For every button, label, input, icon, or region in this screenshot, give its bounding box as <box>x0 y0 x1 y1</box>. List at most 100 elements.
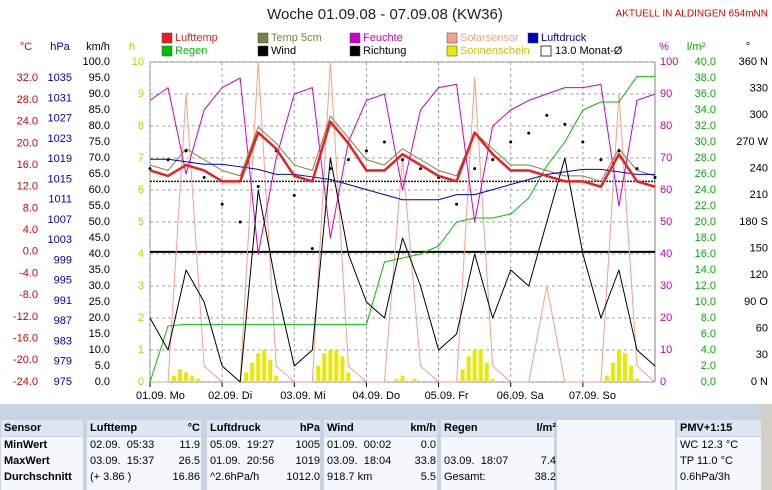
direction-point <box>166 158 170 162</box>
table-cell-text: Luftdruck <box>210 422 262 434</box>
series-line <box>150 158 655 201</box>
y-tick-label: 975 <box>54 376 72 388</box>
y-tick-label: 36.0 <box>695 88 716 100</box>
table-cell-text: 16.86 <box>172 471 200 483</box>
y-tick-label: 0.0 <box>23 246 38 258</box>
y-tick-label: 9 <box>138 88 144 100</box>
legend-swatch <box>349 45 361 57</box>
y-tick-label: -20.0 <box>13 354 38 366</box>
chart-title: Woche 01.09.08 - 07.09.08 (KW36) <box>267 6 503 23</box>
y-tick-label: 26.0 <box>695 168 716 180</box>
sunshine-bar <box>604 375 609 382</box>
legend-label: Sonnenschein <box>460 45 530 57</box>
y-tick-label: 0.0 <box>95 376 110 388</box>
direction-point <box>220 202 224 206</box>
x-tick-label: 03.09. Mi <box>280 390 325 402</box>
legend-label: Temp 5cm <box>271 32 322 44</box>
y-tick-label: 2 <box>138 312 144 324</box>
y-tick-label: 300 <box>750 109 768 121</box>
sunshine-bar <box>616 350 621 382</box>
x-tick-label: 04.09. Do <box>352 390 400 402</box>
sunshine-bar <box>178 369 183 382</box>
direction-point <box>455 202 459 206</box>
scrollbar <box>761 404 772 490</box>
direction-point <box>238 220 242 224</box>
legend-swatch <box>349 32 361 44</box>
sunshine-bar <box>190 375 195 382</box>
y-tick-label: 20.0 <box>695 216 716 228</box>
y-tick-label: 24.0 <box>17 116 38 128</box>
y-tick-label: 16.0 <box>17 159 38 171</box>
sunshine-bar <box>184 372 189 382</box>
legend-label: Luftdruck <box>541 32 587 44</box>
table-body-cell <box>677 437 769 490</box>
sunshine-bar <box>256 353 261 382</box>
table-cell-text: 03.09. 18:04 <box>327 455 391 467</box>
table-cell-text: 0.6hPa/3h <box>680 471 730 483</box>
table-cell-text: TP 11.0 °C <box>680 455 733 467</box>
y-tick-label: -16.0 <box>13 333 38 345</box>
direction-point <box>653 176 657 180</box>
table-cell-text: (+ 3.86 ) <box>90 471 131 483</box>
y-tick-label: 45.0 <box>89 232 110 244</box>
table-cell-text: Wind <box>327 422 354 434</box>
series-line <box>149 120 656 188</box>
y-tick-label: 22.0 <box>695 200 716 212</box>
y-tick-label: 18.0 <box>695 232 716 244</box>
legend-swatch <box>540 45 552 57</box>
y-tick-label: -24.0 <box>13 376 38 388</box>
table-body-cell <box>87 437 201 490</box>
table-cell-text: hPa <box>300 422 321 434</box>
y-tick-label: 8.0 <box>23 202 38 214</box>
sunshine-bar <box>634 378 639 382</box>
sunshine-bar <box>172 375 177 382</box>
y-tick-label: 12.0 <box>695 280 716 292</box>
y-tick-label: 95.0 <box>89 72 110 84</box>
sunshine-bar <box>460 369 465 382</box>
y-tick-label: 8.0 <box>701 312 716 324</box>
legend-swatch <box>161 45 173 57</box>
direction-point <box>545 113 549 117</box>
y-tick-label: 60 <box>756 323 768 335</box>
y-tick-label: 55.0 <box>89 200 110 212</box>
table-body-cell <box>441 437 554 490</box>
sunshine-bar <box>268 359 273 382</box>
axis-unit-label: l/m² <box>687 41 706 53</box>
legend-swatch <box>446 45 458 57</box>
table-cell-text: 918.7 km <box>327 471 372 483</box>
direction-point <box>401 158 404 162</box>
sunshine-bar <box>472 350 477 382</box>
y-tick-label: 80.0 <box>89 120 110 132</box>
legend-label: Wind <box>271 45 296 57</box>
y-tick-label: 10.0 <box>89 344 110 356</box>
sunshine-bar <box>610 362 615 382</box>
direction-point <box>599 158 603 162</box>
axis-unit-label: °C <box>20 41 32 53</box>
sunshine-bar <box>262 350 267 382</box>
table-cell-text: °C <box>188 422 200 434</box>
y-tick-label: 30 <box>756 349 768 361</box>
table-body-cell <box>1 437 83 490</box>
table-cell-text: 38.2 <box>535 471 556 483</box>
table-header-cell <box>324 420 437 436</box>
y-tick-label: 10.0 <box>695 296 716 308</box>
table-cell-text: 11.9 <box>179 439 200 451</box>
table-cell-text: ^2.6hPa/h <box>210 471 259 483</box>
table-cell-text: WC 12.3 °C <box>680 439 738 451</box>
y-tick-label: 0 N <box>751 376 768 388</box>
y-tick-label: 70.0 <box>89 152 110 164</box>
table-cell-text: 1012.0 <box>286 471 320 483</box>
table-body-cell <box>324 437 437 490</box>
y-tick-label: 1003 <box>48 234 72 246</box>
legend-label: Regen <box>175 45 207 57</box>
y-tick-label: 65.0 <box>89 168 110 180</box>
y-tick-label: -12.0 <box>13 311 38 323</box>
sunshine-bar <box>394 378 399 382</box>
table-cell-text: l/m² <box>536 422 556 434</box>
y-tick-label: 30.0 <box>695 136 716 148</box>
table-header-cell <box>677 420 769 436</box>
sunshine-bar <box>412 378 417 382</box>
sunshine-bar <box>328 350 333 382</box>
y-tick-label: 14.0 <box>695 264 716 276</box>
